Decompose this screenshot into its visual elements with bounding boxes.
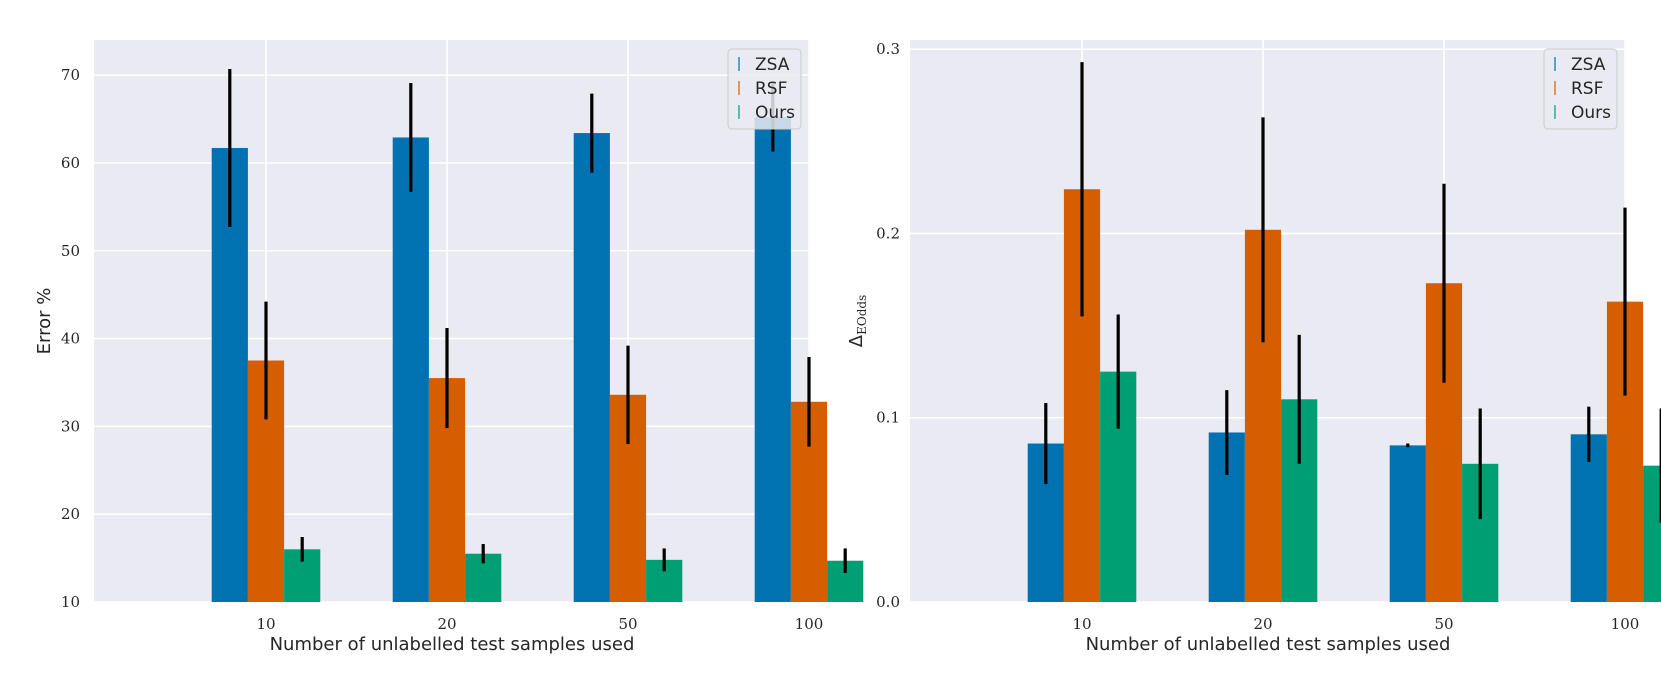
x-tick-label: 10 <box>256 615 275 633</box>
legend-label-zsa: ZSA <box>1571 55 1606 75</box>
eodds-chart: 0.0 0.1 0.2 0.3 10 20 50 100 Number of unlabelle… <box>846 40 1661 655</box>
legend-label-zsa: ZSA <box>755 55 790 75</box>
x-tick-label: 50 <box>1434 615 1453 633</box>
y-axis-label: ΔEOdds <box>846 295 869 347</box>
y-tick-label: 0.1 <box>876 409 900 427</box>
y-tick-label: 40 <box>61 330 80 348</box>
y-tick-label: 60 <box>61 154 80 172</box>
legend-label-ours: Ours <box>1571 103 1611 123</box>
x-tick-label: 50 <box>618 615 637 633</box>
bar-zsa <box>1389 445 1426 602</box>
x-tick-label: 20 <box>437 615 456 633</box>
bar-zsa <box>573 133 610 603</box>
y-tick-label: 50 <box>61 242 80 260</box>
y-tick-label: 30 <box>61 417 80 435</box>
y-axis-label-main: Error % <box>34 288 55 355</box>
bar-ours <box>1643 465 1661 602</box>
bar-zsa <box>392 137 429 603</box>
error-rate-chart: 10 20 30 40 50 60 70 10 20 50 100 Number of unlabel… <box>34 40 864 655</box>
x-tick-label: 10 <box>1072 615 1091 633</box>
x-axis-label: Number of unlabelled test samples used <box>1086 634 1451 655</box>
legend: ZSA RSF Ours <box>1543 48 1618 130</box>
x-tick-label: 100 <box>1611 615 1640 633</box>
y-tick-label: 70 <box>61 66 80 84</box>
y-axis-label: Error % <box>34 288 55 355</box>
x-tick-label: 20 <box>1253 615 1272 633</box>
x-axis-label: Number of unlabelled test samples used <box>270 634 635 655</box>
legend-frame <box>727 48 802 130</box>
legend-label-ours: Ours <box>755 103 795 123</box>
legend-label-rsf: RSF <box>1571 79 1603 99</box>
legend-frame <box>1543 48 1618 130</box>
x-tick-label: 100 <box>795 615 824 633</box>
y-tick-label: 0.3 <box>876 40 900 58</box>
y-tick-label: 0.0 <box>876 593 900 611</box>
bar-zsa <box>1570 434 1607 602</box>
legend: ZSA RSF Ours <box>727 48 802 130</box>
y-axis-label-subscript: EOdds <box>855 295 869 335</box>
y-tick-label: 10 <box>61 593 80 611</box>
y-tick-label: 0.2 <box>876 224 900 242</box>
y-tick-label: 20 <box>61 505 80 523</box>
y-axis-label-main: Δ <box>846 334 867 347</box>
legend-label-rsf: RSF <box>755 79 787 99</box>
bar-zsa <box>754 117 791 603</box>
